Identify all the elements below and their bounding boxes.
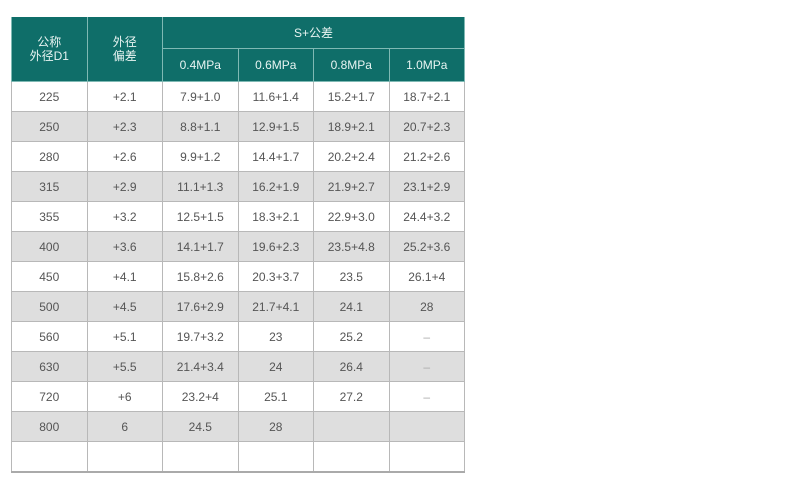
table-row: 355 +3.2 12.5+1.5 18.3+2.1 22.9+3.0 24.4+3.2 <box>11 201 466 232</box>
table-row: 400 +3.6 14.1+1.7 19.6+2.3 23.5+4.8 25.2+3.6 <box>11 231 466 262</box>
table-cell: 20.3+3.7 <box>237 261 314 292</box>
table-cell: 20.7+2.3 <box>388 111 466 142</box>
table-cell: 18.7+2.1 <box>388 81 466 112</box>
table-row: 560 +5.1 19.7+3.2 23 25.2– <box>11 321 466 352</box>
table-cell: 16.2+1.9 <box>237 171 314 202</box>
table-cell: 25.2 <box>313 321 390 352</box>
table-cell: 26.4 <box>313 351 390 382</box>
table-cell: 500 <box>11 291 88 322</box>
table-cell: +5.5 <box>86 351 163 382</box>
table-cell: +3.2 <box>86 201 163 232</box>
table-row: 720 +6 23.2+4 25.1 27.2– <box>11 381 466 412</box>
table-cell: 14.1+1.7 <box>162 231 239 262</box>
table-row: 225 +2.1 7.9+1.0 11.6+1.4 15.2+1.7 18.7+2.1 <box>11 81 466 112</box>
table-cell: +3.6 <box>86 231 163 262</box>
table-cell: 23.2+4 <box>162 381 239 412</box>
table-cell <box>11 441 88 473</box>
table-row: 630 +5.5 21.4+3.4 24 26.4– <box>11 351 466 382</box>
table-cell: 9.9+1.2 <box>162 141 239 172</box>
table-cell: +4.5 <box>86 291 163 322</box>
table-row: 450 +4.1 15.8+2.6 20.3+3.7 23.5 26.1+4 <box>11 261 466 292</box>
table-cell: +4.1 <box>86 261 163 292</box>
table-row <box>11 441 466 473</box>
table-cell: 23.1+2.9 <box>388 171 466 202</box>
table-row: 315 +2.9 11.1+1.3 16.2+1.9 21.9+2.7 23.1+2.9 <box>11 171 466 202</box>
table-cell: 23.5 <box>313 261 390 292</box>
table-cell: 19.7+3.2 <box>162 321 239 352</box>
table-cell: 14.4+1.7 <box>237 141 314 172</box>
table-cell: 24.4+3.2 <box>388 201 466 232</box>
table-cell: 560 <box>11 321 88 352</box>
table-cell <box>237 441 314 473</box>
table-cell: 355 <box>11 201 88 232</box>
table-cell: 8.8+1.1 <box>162 111 239 142</box>
table-cell <box>162 441 239 473</box>
table-cell: 15.8+2.6 <box>162 261 239 292</box>
table-cell: 400 <box>11 231 88 262</box>
table-cell: 18.3+2.1 <box>237 201 314 232</box>
table-cell: 28 <box>237 411 314 442</box>
table-cell: +6 <box>86 381 163 412</box>
table-cell: 720 <box>11 381 88 412</box>
table-cell: 24.5 <box>162 411 239 442</box>
table-cell <box>86 441 163 473</box>
table-cell <box>388 411 466 442</box>
header-od-deviation: 外径 偏差 <box>86 17 163 82</box>
table-cell: – <box>388 321 466 352</box>
table-cell: 225 <box>11 81 88 112</box>
table-cell: 800 <box>11 411 88 442</box>
table-cell: 21.9+2.7 <box>313 171 390 202</box>
table-cell: 19.6+2.3 <box>237 231 314 262</box>
table-row: 800 6 24.5 28 <box>11 411 466 442</box>
table-cell: 7.9+1.0 <box>162 81 239 112</box>
table-cell: 26.1+4 <box>388 261 466 292</box>
table-cell: 23.5+4.8 <box>313 231 390 262</box>
table-row: 280 +2.6 9.9+1.2 14.4+1.7 20.2+2.4 21.2+2.6 <box>11 141 466 172</box>
table-cell: 22.9+3.0 <box>313 201 390 232</box>
table-cell: +2.6 <box>86 141 163 172</box>
table-cell: 315 <box>11 171 88 202</box>
table-cell: 21.4+3.4 <box>162 351 239 382</box>
table-cell <box>313 411 390 442</box>
table-row: 500 +4.5 17.6+2.9 21.7+4.1 24.1 28 <box>11 291 466 322</box>
table-cell: 6 <box>86 411 163 442</box>
table-cell: 25.2+3.6 <box>388 231 466 262</box>
table-cell: 28 <box>388 291 466 322</box>
table-row: 250 +2.3 8.8+1.1 12.9+1.5 18.9+2.1 20.7+2.3 <box>11 111 466 142</box>
table-cell: 21.7+4.1 <box>237 291 314 322</box>
table-cell: 27.2 <box>313 381 390 412</box>
header-nominal-diameter: 公称 外径D1 <box>11 17 88 82</box>
table-cell: +2.9 <box>86 171 163 202</box>
table-cell: 25.1 <box>237 381 314 412</box>
table-cell <box>313 441 390 473</box>
header-pressure-0-8: 0.8MPa <box>313 48 390 82</box>
header-pressure-1-0: 1.0MPa <box>388 48 466 82</box>
header-pressure-0-4: 0.4MPa <box>162 48 239 82</box>
table-cell: 24.1 <box>313 291 390 322</box>
header-pressure-0-6: 0.6MPa <box>237 48 314 82</box>
table-cell: 250 <box>11 111 88 142</box>
table-cell: 11.1+1.3 <box>162 171 239 202</box>
table-cell: 12.9+1.5 <box>237 111 314 142</box>
header-wall-tolerance-group: S+公差 <box>161 17 466 49</box>
table-cell: 280 <box>11 141 88 172</box>
table-cell: 24 <box>237 351 314 382</box>
table-cell: +2.3 <box>86 111 163 142</box>
table-cell: 450 <box>11 261 88 292</box>
table-cell: 15.2+1.7 <box>313 81 390 112</box>
table-cell: 12.5+1.5 <box>162 201 239 232</box>
table-cell <box>388 441 466 473</box>
table-cell: 11.6+1.4 <box>237 81 314 112</box>
table-cell: +5.1 <box>86 321 163 352</box>
table-cell: +2.1 <box>86 81 163 112</box>
table-cell: 630 <box>11 351 88 382</box>
table-cell: 20.2+2.4 <box>313 141 390 172</box>
table-cell: 21.2+2.6 <box>388 141 466 172</box>
table-cell: – <box>388 381 466 412</box>
table-cell: 18.9+2.1 <box>313 111 390 142</box>
table-cell: 17.6+2.9 <box>162 291 239 322</box>
table-cell: 23 <box>237 321 314 352</box>
pipe-spec-table: 公称 外径D1 外径 偏差 S+公差 0.4MPa 0.6MPa 0.8MPa … <box>11 17 466 473</box>
table-cell: – <box>388 351 466 382</box>
